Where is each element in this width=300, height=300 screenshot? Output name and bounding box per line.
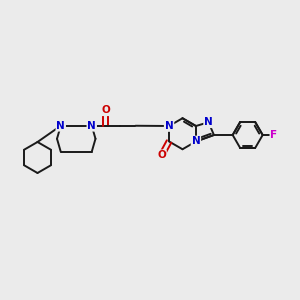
Text: O: O bbox=[101, 105, 110, 115]
Text: N: N bbox=[165, 121, 173, 131]
Text: O: O bbox=[157, 150, 166, 160]
Text: N: N bbox=[56, 121, 65, 131]
Text: F: F bbox=[270, 130, 278, 140]
Text: N: N bbox=[87, 121, 96, 131]
Text: N: N bbox=[204, 117, 213, 127]
Text: N: N bbox=[191, 136, 200, 146]
